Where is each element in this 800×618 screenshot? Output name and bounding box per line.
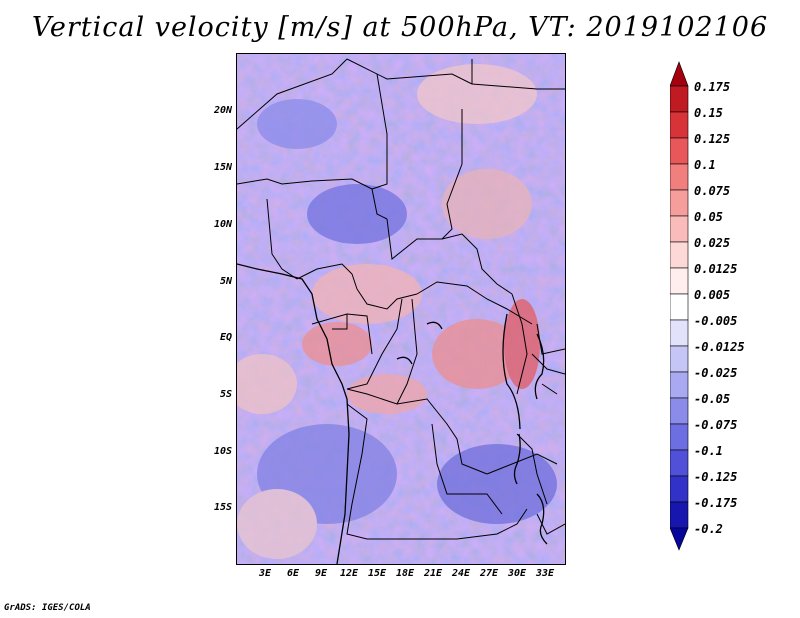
- field-patches: [237, 64, 557, 559]
- lon-tick-label: 30E: [507, 568, 527, 579]
- velocity-field-map: [237, 54, 565, 564]
- colorbar-tick-label: -0.05: [694, 392, 731, 406]
- colorbar-tick-label: -0.2: [694, 522, 723, 536]
- country-borders: [237, 58, 565, 540]
- colorbar-segment: [670, 111, 689, 139]
- lon-tick-label: 33E: [535, 568, 555, 579]
- lon-tick-label: 18E: [395, 568, 415, 579]
- colorbar-tick-label: -0.125: [694, 470, 738, 484]
- colorbar-tick-label: 0.025: [694, 236, 731, 250]
- chart-title: Vertical velocity [m/s] at 500hPa, VT: 2…: [31, 12, 769, 43]
- colorbar-tick-label: 0.05: [694, 210, 723, 224]
- lon-tick-label: 24E: [451, 568, 471, 579]
- colorbar-tick-label: 0.15: [694, 106, 723, 120]
- colorbar-tick-label: 0.1: [694, 158, 716, 172]
- lon-tick-label: 6E: [286, 568, 300, 579]
- colorbar-tick-label: 0.125: [694, 132, 731, 146]
- colorbar-segment: [670, 241, 689, 269]
- colorbar-upper-triangle: [670, 61, 689, 87]
- colorbar: [670, 61, 689, 551]
- colorbar-segment: [670, 137, 689, 165]
- colorbar-tick-label: 0.005: [694, 288, 731, 302]
- colorbar-segment: [670, 501, 689, 529]
- colorbar-tick-label: -0.025: [694, 366, 738, 380]
- lat-tick-label: 15S: [213, 502, 232, 513]
- colorbar-tick-label: 0.075: [694, 184, 731, 198]
- colorbar-segment: [670, 371, 689, 399]
- lat-tick-label: EQ: [219, 332, 232, 343]
- lon-tick-label: 15E: [367, 568, 387, 579]
- colorbar-tick-label: -0.0125: [694, 340, 745, 354]
- colorbar-tick-label: -0.175: [694, 496, 738, 510]
- lat-tick-label: 5N: [219, 276, 232, 287]
- colorbar-segment: [670, 345, 689, 373]
- lat-tick-label: 10S: [213, 446, 232, 457]
- colorbar-tick-label: -0.1: [694, 444, 723, 458]
- grads-credit: GrADS: IGES/COLA: [4, 603, 91, 613]
- colorbar-tick-label: 0.0125: [694, 262, 738, 276]
- lat-tick-label: 5S: [219, 389, 232, 400]
- colorbar-segment: [670, 85, 689, 113]
- colorbar-tick-label: -0.075: [694, 418, 738, 432]
- lon-tick-label: 21E: [423, 568, 443, 579]
- colorbar-lower-triangle: [670, 527, 689, 551]
- colorbar-segment: [670, 397, 689, 425]
- colorbar-segment: [670, 475, 689, 503]
- lon-tick-label: 12E: [339, 568, 359, 579]
- map-plot: [236, 53, 566, 565]
- colorbar-tick-label: 0.175: [694, 80, 731, 94]
- colorbar-segment: [670, 423, 689, 451]
- colorbar-segment: [670, 449, 689, 477]
- colorbar-segment: [670, 319, 689, 347]
- colorbar-segment: [670, 267, 689, 295]
- colorbar-segment: [670, 163, 689, 191]
- colorbar-tick-label: -0.005: [694, 314, 738, 328]
- coastline-and-lakes: [237, 263, 548, 564]
- lat-tick-label: 15N: [213, 162, 232, 173]
- colorbar-segment: [670, 293, 689, 321]
- lon-tick-label: 3E: [258, 568, 272, 579]
- lat-tick-label: 10N: [213, 219, 232, 230]
- lat-tick-label: 20N: [213, 105, 232, 116]
- lon-tick-label: 27E: [479, 568, 499, 579]
- colorbar-segment: [670, 189, 689, 217]
- lon-tick-label: 9E: [314, 568, 328, 579]
- colorbar-segment: [670, 215, 689, 243]
